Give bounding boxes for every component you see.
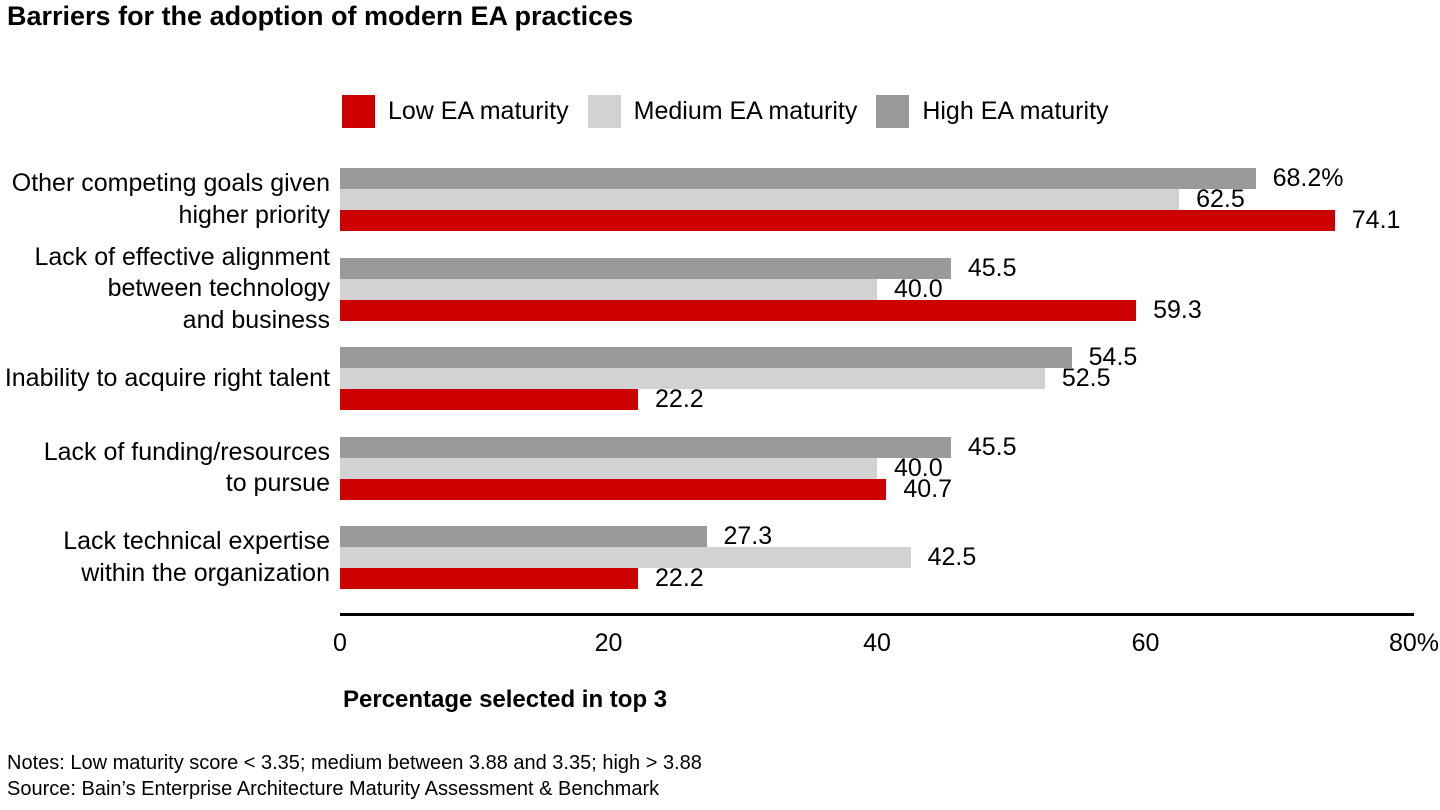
bar-line-medium-ea-maturity: 40.0 xyxy=(340,453,1414,482)
bar-value-label: 45.5 xyxy=(967,432,1017,461)
bar-line-high-ea-maturity: 45.5 xyxy=(340,432,1414,461)
bar-medium-ea-maturity xyxy=(340,278,877,300)
x-tick-60: 60 xyxy=(1131,629,1160,657)
bar-value-label: 22.2 xyxy=(655,564,704,592)
legend-label: High EA maturity xyxy=(922,97,1109,125)
legend-item-medium-ea-maturity: Medium EA maturity xyxy=(587,95,858,128)
bar-value-label: 74.1 xyxy=(1351,206,1401,234)
bar-medium-ea-maturity xyxy=(340,189,1180,210)
bar-value-label: 40.0 xyxy=(894,453,943,482)
category-row-other-competing-goals-given: Other competing goals given higher prior… xyxy=(0,164,1440,234)
bar-medium-ea-maturity xyxy=(340,368,1045,389)
bar-line-medium-ea-maturity: 62.5 xyxy=(340,185,1414,213)
category-bars: 54.5 52.5 22.2 xyxy=(340,343,1414,413)
bar-line-medium-ea-maturity: 42.5 xyxy=(340,543,1414,571)
notes-text: Notes: Low maturity score < 3.35; medium… xyxy=(7,752,702,774)
bar-low-ea-maturity xyxy=(340,299,1137,321)
bar-value-label: 45.5 xyxy=(967,253,1017,282)
bar-line-high-ea-maturity: 68.2% xyxy=(340,164,1414,192)
bar-value-label: 59.3 xyxy=(1153,295,1202,324)
bar-line-low-ea-maturity: 40.7 xyxy=(340,474,1414,503)
bar-high-ea-maturity xyxy=(340,168,1256,189)
bar-medium-ea-maturity xyxy=(340,457,877,479)
category-label: Inability to acquire right talent xyxy=(4,363,330,392)
legend-label: Medium EA maturity xyxy=(633,97,858,125)
legend: Low EA maturity Medium EA maturity High EA… xyxy=(342,95,1128,128)
bar-medium-ea-maturity xyxy=(340,547,911,568)
plot-rows: Other competing goals given higher prior… xyxy=(0,164,1440,592)
category-row-lack-of-funding-resources: Lack of funding/resources to pursue 45.5 4… xyxy=(0,432,1440,503)
bar-line-high-ea-maturity: 54.5 xyxy=(340,343,1414,371)
bar-value-label: 40.7 xyxy=(903,474,953,503)
category-bars: 45.5 40.0 40.7 xyxy=(340,432,1414,503)
bar-value-label: 40.0 xyxy=(894,274,943,303)
legend-item-high-ea-maturity: High EA maturity xyxy=(876,95,1109,128)
category-bars: 45.5 40.0 59.3 xyxy=(340,253,1414,324)
bar-high-ea-maturity xyxy=(340,436,951,458)
category-label: Other competing goals given higher prior… xyxy=(11,169,330,229)
legend-item-low-ea-maturity: Low EA maturity xyxy=(342,95,569,128)
bar-value-label: 42.5 xyxy=(927,543,977,571)
bar-high-ea-maturity xyxy=(340,257,951,279)
chart-title: Barriers for the adoption of modern EA p… xyxy=(7,1,634,31)
bar-low-ea-maturity xyxy=(340,210,1335,231)
bar-line-high-ea-maturity: 27.3 xyxy=(340,522,1414,550)
bar-low-ea-maturity xyxy=(340,389,639,410)
bar-line-low-ea-maturity: 74.1 xyxy=(340,206,1414,234)
bar-line-medium-ea-maturity: 52.5 xyxy=(340,364,1414,392)
bar-value-label: 52.5 xyxy=(1061,364,1111,392)
category-row-lack-technical-expertise: Lack technical expertise within the orga… xyxy=(0,522,1440,592)
bar-line-high-ea-maturity: 45.5 xyxy=(340,253,1414,282)
category-label: Lack technical expertise within the orga… xyxy=(63,527,330,587)
legend-swatch-icon xyxy=(876,95,910,128)
category-label: Lack of funding/resources to pursue xyxy=(43,437,330,498)
legend-swatch-icon xyxy=(342,95,375,128)
bar-low-ea-maturity xyxy=(340,568,639,589)
category-bars: 27.3 42.5 22.2 xyxy=(340,522,1414,592)
x-tick-20: 20 xyxy=(594,629,623,657)
legend-swatch-icon xyxy=(587,95,621,128)
bar-value-label: 22.2 xyxy=(655,385,704,413)
bar-low-ea-maturity xyxy=(340,478,887,500)
x-tick-80: 80% xyxy=(1388,629,1440,657)
bar-high-ea-maturity xyxy=(340,347,1072,368)
source-text: Source: Bain’s Enterprise Architecture M… xyxy=(7,778,660,800)
bar-line-low-ea-maturity: 22.2 xyxy=(340,385,1414,413)
bar-value-label: 54.5 xyxy=(1088,343,1138,371)
x-tick-0: 0 xyxy=(333,629,347,657)
x-tick-40: 40 xyxy=(863,629,891,657)
bar-line-low-ea-maturity: 22.2 xyxy=(340,564,1414,592)
bar-value-label: 27.3 xyxy=(723,522,773,550)
bar-line-medium-ea-maturity: 40.0 xyxy=(340,274,1414,303)
bar-line-low-ea-maturity: 59.3 xyxy=(340,295,1414,324)
category-row-lack-of-effective-alignment: Lack of effective alignment between tech… xyxy=(0,242,1440,334)
x-axis-ticks: 0 20 40 60 80% xyxy=(333,629,1439,661)
x-axis-line xyxy=(340,613,1414,616)
category-bars: 68.2% 62.5 74.1 xyxy=(340,164,1414,234)
x-axis-label: Percentage selected in top 3 xyxy=(343,686,668,713)
bar-value-label: 68.2% xyxy=(1272,164,1344,192)
bar-value-label: 62.5 xyxy=(1196,185,1245,213)
legend-label: Low EA maturity xyxy=(388,97,569,125)
category-label: Lack of effective alignment between tech… xyxy=(34,242,330,334)
bar-high-ea-maturity xyxy=(340,526,707,547)
category-row-inability-to-acquire-right-talent: Inability to acquire right talent 54.5 52.… xyxy=(0,343,1440,413)
